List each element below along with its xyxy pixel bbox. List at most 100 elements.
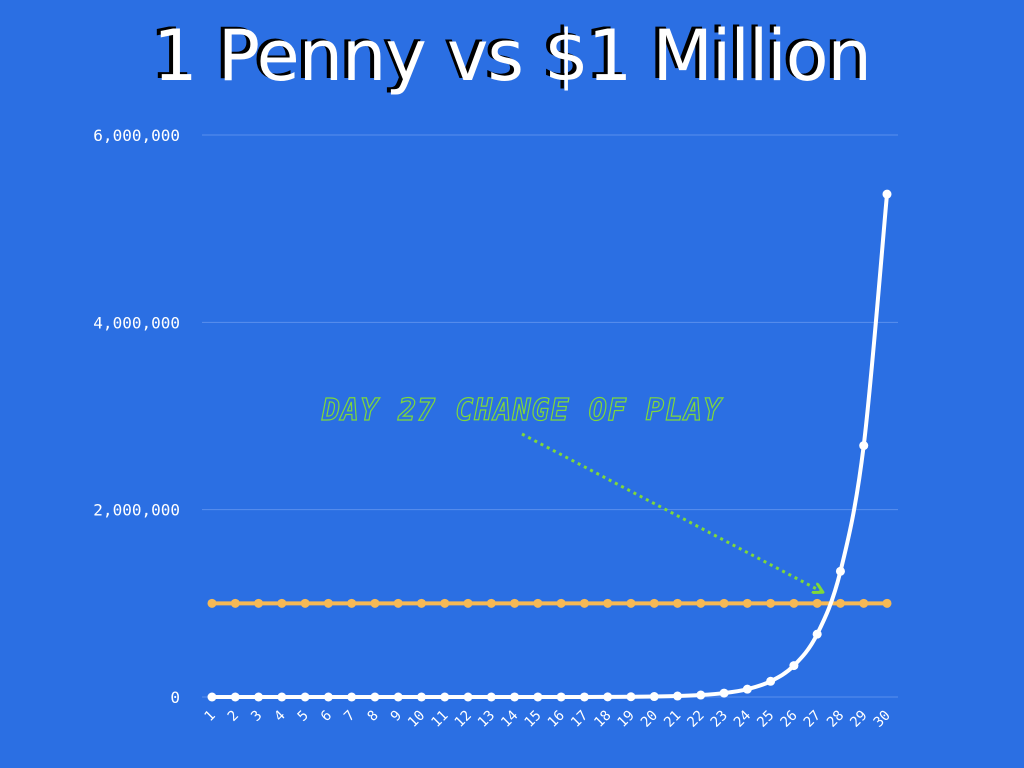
x-tick-label: 2 [225, 708, 242, 725]
x-tick-label: 29 [847, 708, 870, 731]
x-tick-label: 6 [318, 708, 335, 725]
data-point [766, 676, 776, 686]
y-axis-ticks: 0 2,000,000 4,000,000 6,000,000 [93, 126, 180, 707]
x-tick-label: 26 [777, 708, 800, 731]
data-point [696, 598, 706, 608]
x-tick-label: 20 [638, 708, 661, 731]
data-point [719, 598, 729, 608]
data-point [742, 598, 752, 608]
x-axis-ticks: 1 2 3 4 5 6 7 8 9 10 11 12 13 14 15 16 17 18 19 20 21 22 23 24 2… [202, 708, 894, 731]
data-point [347, 692, 357, 702]
data-point [789, 598, 799, 608]
data-point [556, 598, 566, 608]
data-point [370, 598, 380, 608]
data-point [673, 598, 683, 608]
data-point [673, 691, 683, 701]
data-point [416, 692, 426, 702]
data-point [254, 692, 264, 702]
x-tick-label: 1 [202, 708, 219, 725]
x-tick-label: 15 [521, 708, 544, 731]
data-point [207, 598, 217, 608]
data-point [882, 189, 892, 199]
x-tick-label: 12 [452, 708, 475, 731]
x-tick-label: 8 [364, 708, 381, 725]
x-tick-label: 11 [428, 708, 451, 731]
data-point [277, 692, 287, 702]
x-tick-label: 22 [684, 708, 707, 731]
data-point [486, 598, 496, 608]
annotation-label: DAY 27 CHANGE OF PLAY [321, 393, 723, 428]
data-point [649, 692, 659, 702]
x-tick-label: 9 [388, 708, 405, 725]
data-point [347, 598, 357, 608]
data-point [463, 692, 473, 702]
data-point [486, 692, 496, 702]
x-tick-label: 28 [824, 708, 847, 731]
data-point [579, 598, 589, 608]
data-point [300, 598, 310, 608]
data-point [416, 598, 426, 608]
data-point [835, 598, 845, 608]
y-tick-label: 2,000,000 [93, 501, 180, 520]
data-point [323, 598, 333, 608]
x-tick-label: 4 [271, 708, 288, 725]
data-point [393, 692, 403, 702]
x-tick-label: 7 [341, 708, 358, 725]
data-point [393, 598, 403, 608]
series-1 [207, 598, 892, 608]
data-point [766, 598, 776, 608]
data-point [323, 692, 333, 702]
data-point [230, 692, 240, 702]
data-point [742, 684, 752, 694]
data-point [440, 598, 450, 608]
data-point [719, 688, 729, 698]
data-point [812, 629, 822, 639]
x-tick-label: 17 [568, 708, 591, 731]
x-tick-label: 24 [731, 708, 754, 731]
data-point [859, 598, 869, 608]
data-point [649, 598, 659, 608]
x-tick-label: 10 [405, 708, 428, 731]
x-tick-label: 14 [498, 708, 521, 731]
x-tick-label: 19 [615, 708, 638, 731]
data-point [626, 692, 636, 702]
y-tick-label: 4,000,000 [93, 313, 180, 332]
data-point [277, 598, 287, 608]
x-tick-label: 23 [708, 708, 731, 731]
series-line [211, 193, 889, 700]
data-point [556, 692, 566, 702]
data-point [603, 598, 613, 608]
data-point [510, 692, 520, 702]
annotation-layer: DAY 27 CHANGE OF PLAY [320, 392, 821, 591]
data-point [533, 692, 543, 702]
data-point [696, 690, 706, 700]
data-point [835, 566, 845, 576]
data-point [300, 692, 310, 702]
data-point [230, 598, 240, 608]
data-point [510, 598, 520, 608]
x-tick-label: 18 [591, 708, 614, 731]
x-tick-label: 3 [248, 708, 265, 725]
data-point [579, 692, 589, 702]
data-point [463, 598, 473, 608]
series-0 [207, 189, 892, 702]
data-point [603, 692, 613, 702]
data-point [254, 598, 264, 608]
data-point [207, 692, 217, 702]
x-tick-label: 27 [801, 708, 824, 731]
data-point [370, 692, 380, 702]
x-tick-label: 5 [295, 708, 312, 725]
x-tick-label: 25 [754, 708, 777, 731]
x-tick-label: 16 [545, 708, 568, 731]
x-tick-label: 13 [475, 708, 498, 731]
data-point [789, 661, 799, 671]
x-tick-label: 21 [661, 708, 684, 731]
y-tick-label: 0 [170, 688, 180, 707]
data-point [812, 598, 822, 608]
y-tick-label: 6,000,000 [93, 126, 180, 145]
x-tick-label: 30 [871, 708, 894, 731]
data-point [440, 692, 450, 702]
data-point [626, 598, 636, 608]
